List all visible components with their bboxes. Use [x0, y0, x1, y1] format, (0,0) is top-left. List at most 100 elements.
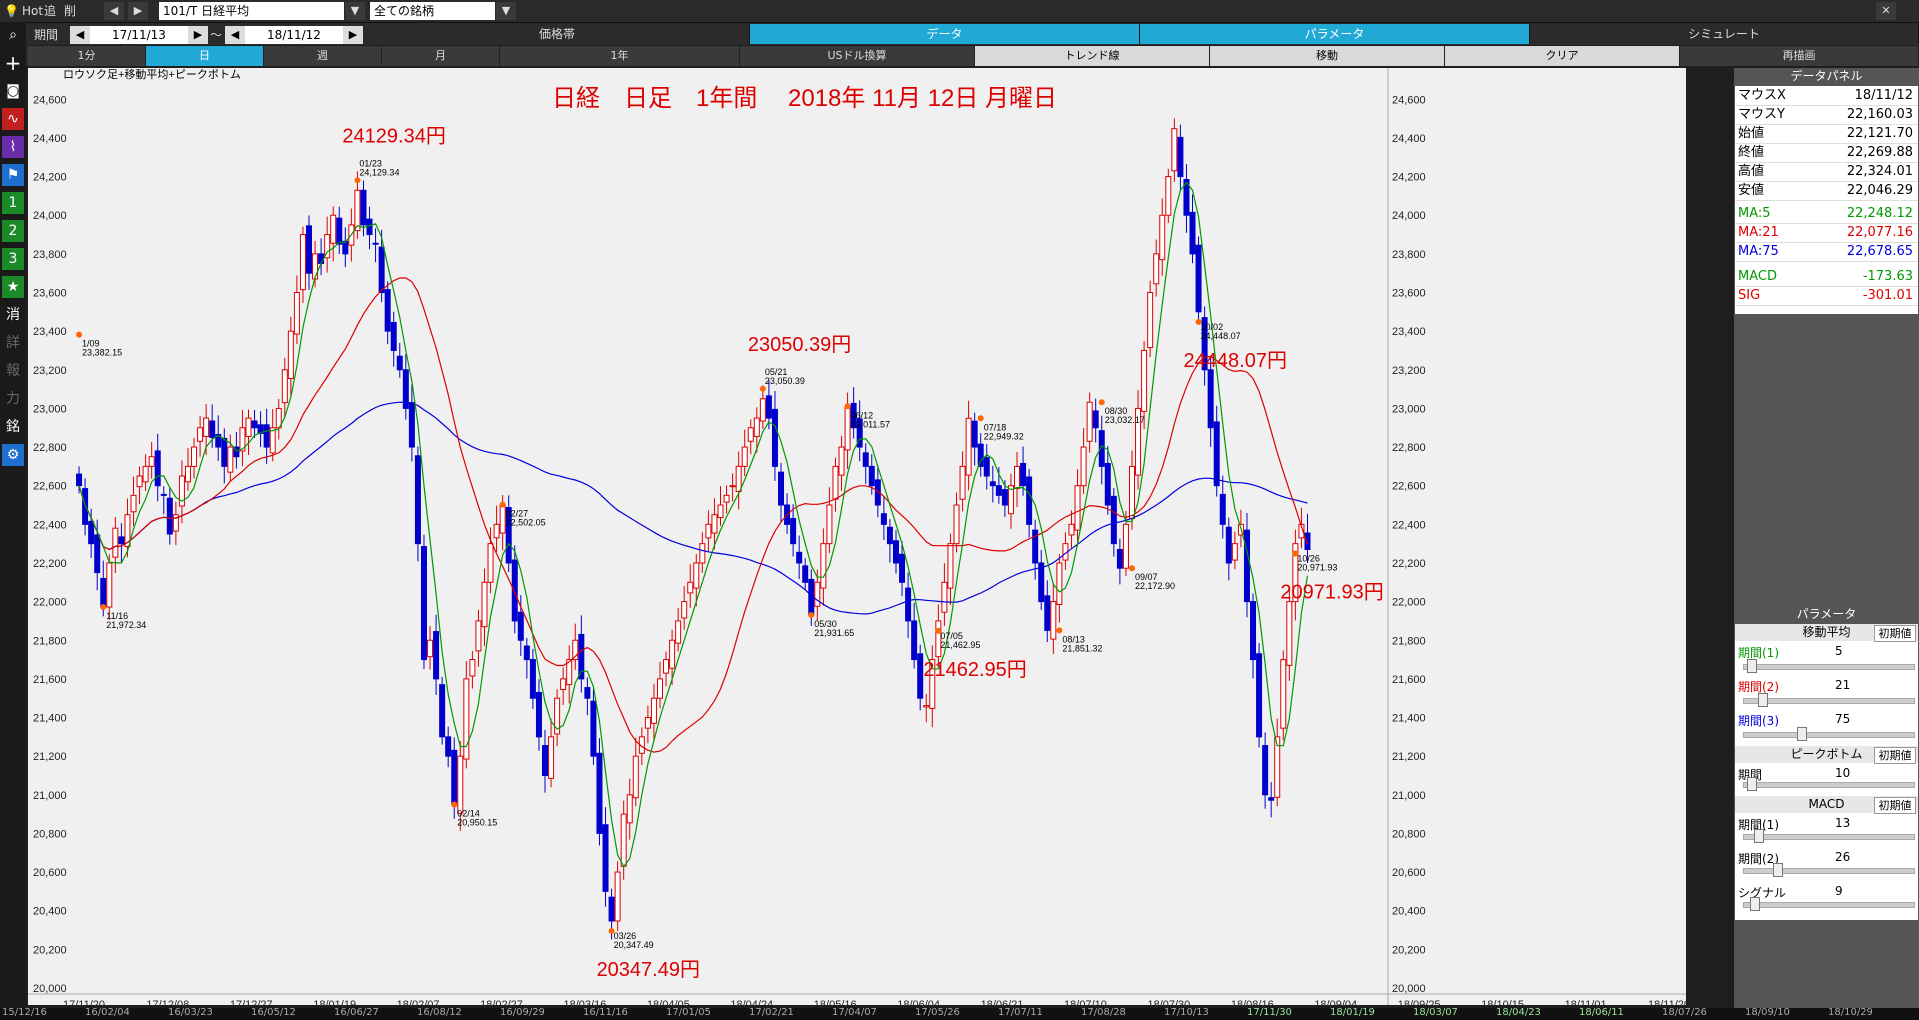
prev-symbol-icon[interactable]: ◀ — [104, 2, 124, 20]
tab-clear[interactable]: クリア — [1445, 46, 1680, 66]
ma1-label: 期間(1) — [1738, 646, 1779, 660]
candle-body — [584, 687, 591, 699]
macd2-slider-knob[interactable] — [1772, 863, 1783, 877]
tab-usd[interactable]: USドル換算 — [740, 46, 975, 66]
filter-select[interactable]: 全ての銘柄 — [370, 2, 495, 20]
camera-icon[interactable]: ◙ — [6, 83, 20, 99]
layout-1-button[interactable]: 1 — [2, 192, 24, 214]
data-row-value: 22,121.70 — [1846, 126, 1913, 141]
chart-title: 日経 日足 1年間 2018年 11月 12日 月曜日 — [552, 85, 1057, 112]
macd2-slider[interactable] — [1743, 863, 1915, 877]
y-tick-label-right: 20,200 — [1392, 944, 1426, 956]
delete-button[interactable]: 削 — [64, 4, 77, 18]
symbol-button[interactable]: 銘 — [6, 419, 20, 435]
tab-trendline[interactable]: トレンド線 — [975, 46, 1210, 66]
marker-value: 21,462.95 — [940, 640, 980, 650]
ma1-slider[interactable] — [1743, 659, 1915, 673]
marker-value: 22,172.90 — [1135, 581, 1175, 591]
signal-slider[interactable] — [1743, 897, 1915, 911]
candle-body — [76, 473, 83, 487]
input-button[interactable]: 力 — [6, 391, 20, 407]
data-row-key: 安値 — [1738, 183, 1765, 198]
peak-bottom-marker — [935, 627, 942, 634]
hot-button[interactable]: Hot — [22, 4, 44, 18]
x-tick-label: 18/08/16 — [1231, 999, 1274, 1005]
candle-body — [1098, 430, 1105, 467]
x-tick-label: 18/07/10 — [1064, 999, 1107, 1005]
candle-body — [184, 465, 191, 483]
pb-slider[interactable] — [1743, 777, 1915, 791]
report-button[interactable]: 報 — [6, 363, 20, 379]
section-data[interactable]: データ — [750, 24, 1140, 44]
search-icon[interactable]: ⌕ — [9, 27, 17, 43]
candle-body — [191, 446, 198, 467]
symbol-dropdown-icon[interactable]: ▼ — [345, 2, 365, 20]
macd1-slider[interactable] — [1743, 829, 1915, 843]
tab-daily[interactable]: 日 — [146, 46, 264, 66]
next-symbol-icon[interactable]: ▶ — [128, 2, 148, 20]
bulb-icon[interactable]: 💡 — [4, 4, 19, 18]
to-prev-icon[interactable]: ◀ — [225, 26, 245, 44]
section-price-band[interactable]: 価格帯 — [365, 24, 750, 44]
data-row-key: MA:5 — [1738, 206, 1771, 221]
add-button[interactable]: 追 — [44, 4, 57, 18]
layout-2-button[interactable]: 2 — [2, 220, 24, 242]
candle-body — [166, 497, 173, 535]
ma3-slider-knob[interactable] — [1796, 727, 1807, 741]
candle-body — [899, 553, 906, 583]
data-row-key: MA:75 — [1738, 244, 1779, 259]
marker-date: 08/13 — [1062, 634, 1085, 644]
candle-body — [420, 546, 427, 661]
ma-reset-button[interactable]: 初期値 — [1874, 625, 1916, 642]
y-tick-label-right: 21,200 — [1392, 751, 1426, 763]
gear-icon[interactable]: ⚙ — [2, 444, 24, 466]
candle-body — [826, 504, 833, 545]
pb-reset-button[interactable]: 初期値 — [1874, 747, 1916, 764]
candle-body — [1032, 529, 1039, 564]
bottom-date-label: 17/02/21 — [749, 1007, 794, 1018]
bottom-date-label: 17/11/30 — [1247, 1007, 1292, 1018]
section-simulate[interactable]: シミュレート — [1530, 24, 1919, 44]
macd-reset-button[interactable]: 初期値 — [1874, 797, 1916, 814]
from-next-icon[interactable]: ▶ — [188, 26, 208, 44]
ma2-slider-knob[interactable] — [1758, 693, 1769, 707]
from-prev-icon[interactable]: ◀ — [70, 26, 90, 44]
candlestick-chart[interactable]: 20,000 20,000 20,200 20,200 20,400 20,400 20,6… — [28, 68, 1686, 1005]
tab-1min[interactable]: 1分 — [28, 46, 146, 66]
symbol-field[interactable]: 101/T 日経平均 — [159, 2, 344, 20]
ma1-slider-knob[interactable] — [1747, 659, 1758, 673]
layout-3-button[interactable]: 3 — [2, 248, 24, 270]
marker-value: 22,502.05 — [506, 518, 546, 528]
ma2-slider[interactable] — [1743, 693, 1915, 707]
close-icon[interactable]: ✕ — [1876, 2, 1896, 20]
x-tick-label: 18/07/30 — [1147, 999, 1190, 1005]
chart-area[interactable]: 20,000 20,000 20,200 20,200 20,400 20,400 20,6… — [28, 68, 1686, 1005]
detail-button[interactable]: 詳 — [6, 335, 20, 351]
y-tick-label-left: 23,000 — [33, 403, 67, 415]
line-chart-icon[interactable]: ∿ — [2, 108, 24, 130]
flag-icon[interactable]: ⚑ — [2, 164, 24, 186]
to-date-field[interactable]: 18/11/12 — [245, 26, 343, 44]
x-tick-label: 18/06/21 — [981, 999, 1024, 1005]
signal-slider-knob[interactable] — [1750, 897, 1761, 911]
tab-1year[interactable]: 1年 — [500, 46, 740, 66]
from-date-field[interactable]: 17/11/13 — [90, 26, 188, 44]
bottom-date-label: 15/12/16 — [2, 1007, 47, 1018]
filter-dropdown-icon[interactable]: ▼ — [496, 2, 516, 20]
pb-slider-knob[interactable] — [1747, 777, 1758, 791]
to-next-icon[interactable]: ▶ — [343, 26, 363, 44]
indicator-icon[interactable]: ⌇ — [2, 136, 24, 158]
tab-weekly[interactable]: 週 — [264, 46, 382, 66]
bottom-date-strip[interactable]: 15/12/16 16/02/04 16/03/23 16/05/12 16/06/27… — [0, 1007, 1919, 1020]
erase-button[interactable]: 消 — [6, 307, 20, 323]
section-parameter[interactable]: パラメータ — [1140, 24, 1530, 44]
plus-icon[interactable]: + — [4, 51, 22, 75]
candle-body — [384, 289, 391, 332]
tab-move[interactable]: 移動 — [1210, 46, 1445, 66]
tab-redraw[interactable]: 再描画 — [1680, 46, 1919, 66]
star-icon[interactable]: ★ — [2, 276, 24, 298]
macd1-slider-knob[interactable] — [1753, 829, 1764, 843]
tab-monthly[interactable]: 月 — [382, 46, 500, 66]
candle-body — [439, 684, 446, 738]
ma3-slider[interactable] — [1743, 727, 1915, 741]
